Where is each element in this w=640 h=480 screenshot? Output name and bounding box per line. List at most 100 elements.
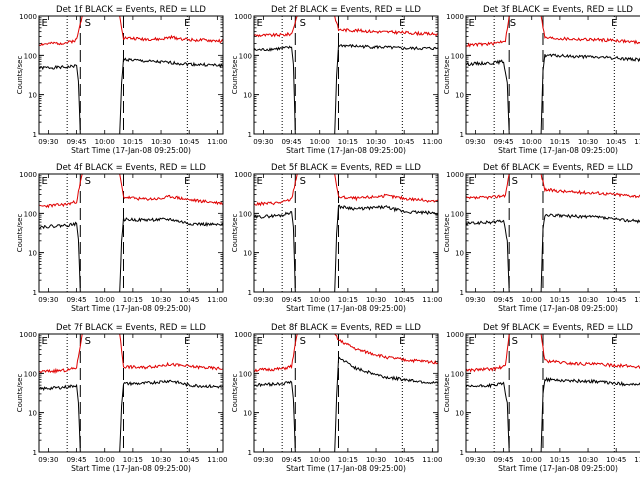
y-tick-label: 1 xyxy=(33,289,37,297)
y-tick-label: 10 xyxy=(243,250,252,258)
x-axis-label: Start Time (17-Jan-08 09:25:00) xyxy=(71,146,191,155)
x-tick-label: 10:45 xyxy=(179,138,199,146)
x-tick-label: 11:00 xyxy=(422,296,442,304)
x-tick-label: 10:15 xyxy=(550,456,570,464)
series-line-lld xyxy=(38,15,224,47)
x-tick-label: 11:00 xyxy=(634,456,640,464)
y-tick-label: 10 xyxy=(28,92,37,100)
event-marker-label: S xyxy=(300,176,306,187)
x-tick-label: 09:30 xyxy=(38,138,58,146)
x-tick-label: 11:00 xyxy=(207,296,227,304)
y-axis-label: Counts/sec xyxy=(231,214,239,253)
event-marker-label: S xyxy=(512,176,518,187)
series-line-events xyxy=(38,379,224,453)
y-tick-label: 1000 xyxy=(234,331,252,339)
x-tick-label: 09:45 xyxy=(493,456,513,464)
event-marker-label: E xyxy=(611,18,617,29)
series-line-events xyxy=(38,57,224,135)
x-tick-label: 09:45 xyxy=(493,296,513,304)
x-tick-label: 09:30 xyxy=(38,296,58,304)
x-tick-label: 10:30 xyxy=(366,138,386,146)
panel-title: Det 5f BLACK = Events, RED = LLD xyxy=(271,163,421,173)
y-tick-label: 1 xyxy=(33,449,37,457)
x-tick-label: 09:30 xyxy=(465,456,485,464)
event-marker-label: E xyxy=(256,18,262,29)
panel-title: Det 2f BLACK = Events, RED = LLD xyxy=(271,5,421,15)
plot-frame xyxy=(253,173,439,293)
event-marker-label: S xyxy=(512,336,518,347)
event-marker-label: S xyxy=(85,18,91,29)
x-tick-label: 10:00 xyxy=(522,138,542,146)
series-line-events xyxy=(253,43,439,135)
x-tick-label: 10:30 xyxy=(151,296,171,304)
x-tick-label: 10:45 xyxy=(606,456,626,464)
plot-frame xyxy=(465,15,640,135)
y-tick-label: 100 xyxy=(451,370,464,378)
event-marker-label: E xyxy=(184,176,190,187)
x-tick-label: 09:45 xyxy=(493,138,513,146)
event-marker-label: E xyxy=(468,18,474,29)
panel-title: Det 3f BLACK = Events, RED = LLD xyxy=(483,5,633,15)
plot-frame xyxy=(38,173,224,293)
x-axis-label: Start Time (17-Jan-08 09:25:00) xyxy=(286,304,406,313)
plot-frame xyxy=(465,333,640,453)
panel-det-4: Det 4f BLACK = Events, RED = LLD 1 10 100 10… xyxy=(16,163,227,313)
x-tick-label: 10:15 xyxy=(550,296,570,304)
event-marker-label: S xyxy=(300,336,306,347)
panel-title: Det 1f BLACK = Events, RED = LLD xyxy=(56,5,206,15)
x-tick-label: 10:15 xyxy=(338,138,358,146)
y-tick-label: 1000 xyxy=(19,331,37,339)
series-line-lld xyxy=(465,15,640,48)
event-marker-label: E xyxy=(184,18,190,29)
event-marker-label: E xyxy=(468,176,474,187)
x-tick-label: 10:15 xyxy=(123,456,143,464)
x-tick-label: 10:30 xyxy=(151,138,171,146)
x-tick-label: 10:00 xyxy=(310,296,330,304)
y-tick-label: 1000 xyxy=(234,13,252,21)
event-marker-label: E xyxy=(41,18,47,29)
event-marker-label: E xyxy=(256,336,262,347)
y-axis-label: Counts/sec xyxy=(16,374,24,413)
series-line-events xyxy=(465,376,640,453)
plot-frame xyxy=(465,173,640,293)
y-tick-label: 10 xyxy=(243,410,252,418)
y-axis-label: Counts/sec xyxy=(16,56,24,95)
event-marker-label: E xyxy=(399,176,405,187)
x-tick-label: 10:30 xyxy=(578,296,598,304)
series-line-lld xyxy=(38,333,224,375)
y-tick-label: 1000 xyxy=(446,13,464,21)
event-marker-label: E xyxy=(611,336,617,347)
series-line-lld xyxy=(465,173,640,201)
plot-frame xyxy=(38,333,224,453)
y-tick-label: 1 xyxy=(460,289,464,297)
plot-frame xyxy=(253,333,439,453)
event-marker-label: S xyxy=(85,176,91,187)
x-tick-label: 10:45 xyxy=(606,296,626,304)
series-line-lld xyxy=(38,173,224,209)
event-marker-label: S xyxy=(85,336,91,347)
panel-title: Det 9f BLACK = Events, RED = LLD xyxy=(483,323,633,333)
x-tick-label: 10:00 xyxy=(522,296,542,304)
x-tick-label: 11:00 xyxy=(207,138,227,146)
panel-det-6: Det 6f BLACK = Events, RED = LLD 1 10 100 10… xyxy=(443,163,640,313)
x-tick-label: 09:45 xyxy=(66,456,86,464)
y-tick-label: 100 xyxy=(24,210,37,218)
x-axis-label: Start Time (17-Jan-08 09:25:00) xyxy=(498,464,618,473)
series-line-lld xyxy=(253,15,439,38)
x-tick-label: 09:30 xyxy=(465,296,485,304)
series-line-lld xyxy=(253,333,439,373)
x-tick-label: 09:45 xyxy=(66,296,86,304)
x-tick-label: 10:15 xyxy=(550,138,570,146)
x-tick-label: 10:45 xyxy=(179,456,199,464)
x-tick-label: 11:00 xyxy=(634,296,640,304)
x-tick-label: 10:45 xyxy=(179,296,199,304)
x-tick-label: 11:00 xyxy=(422,138,442,146)
y-tick-label: 100 xyxy=(239,52,252,60)
panel-title: Det 4f BLACK = Events, RED = LLD xyxy=(56,163,206,173)
x-tick-label: 09:45 xyxy=(66,138,86,146)
panel-title: Det 7f BLACK = Events, RED = LLD xyxy=(56,323,206,333)
x-tick-label: 11:00 xyxy=(207,456,227,464)
event-marker-label: S xyxy=(510,18,516,29)
x-axis-label: Start Time (17-Jan-08 09:25:00) xyxy=(71,304,191,313)
